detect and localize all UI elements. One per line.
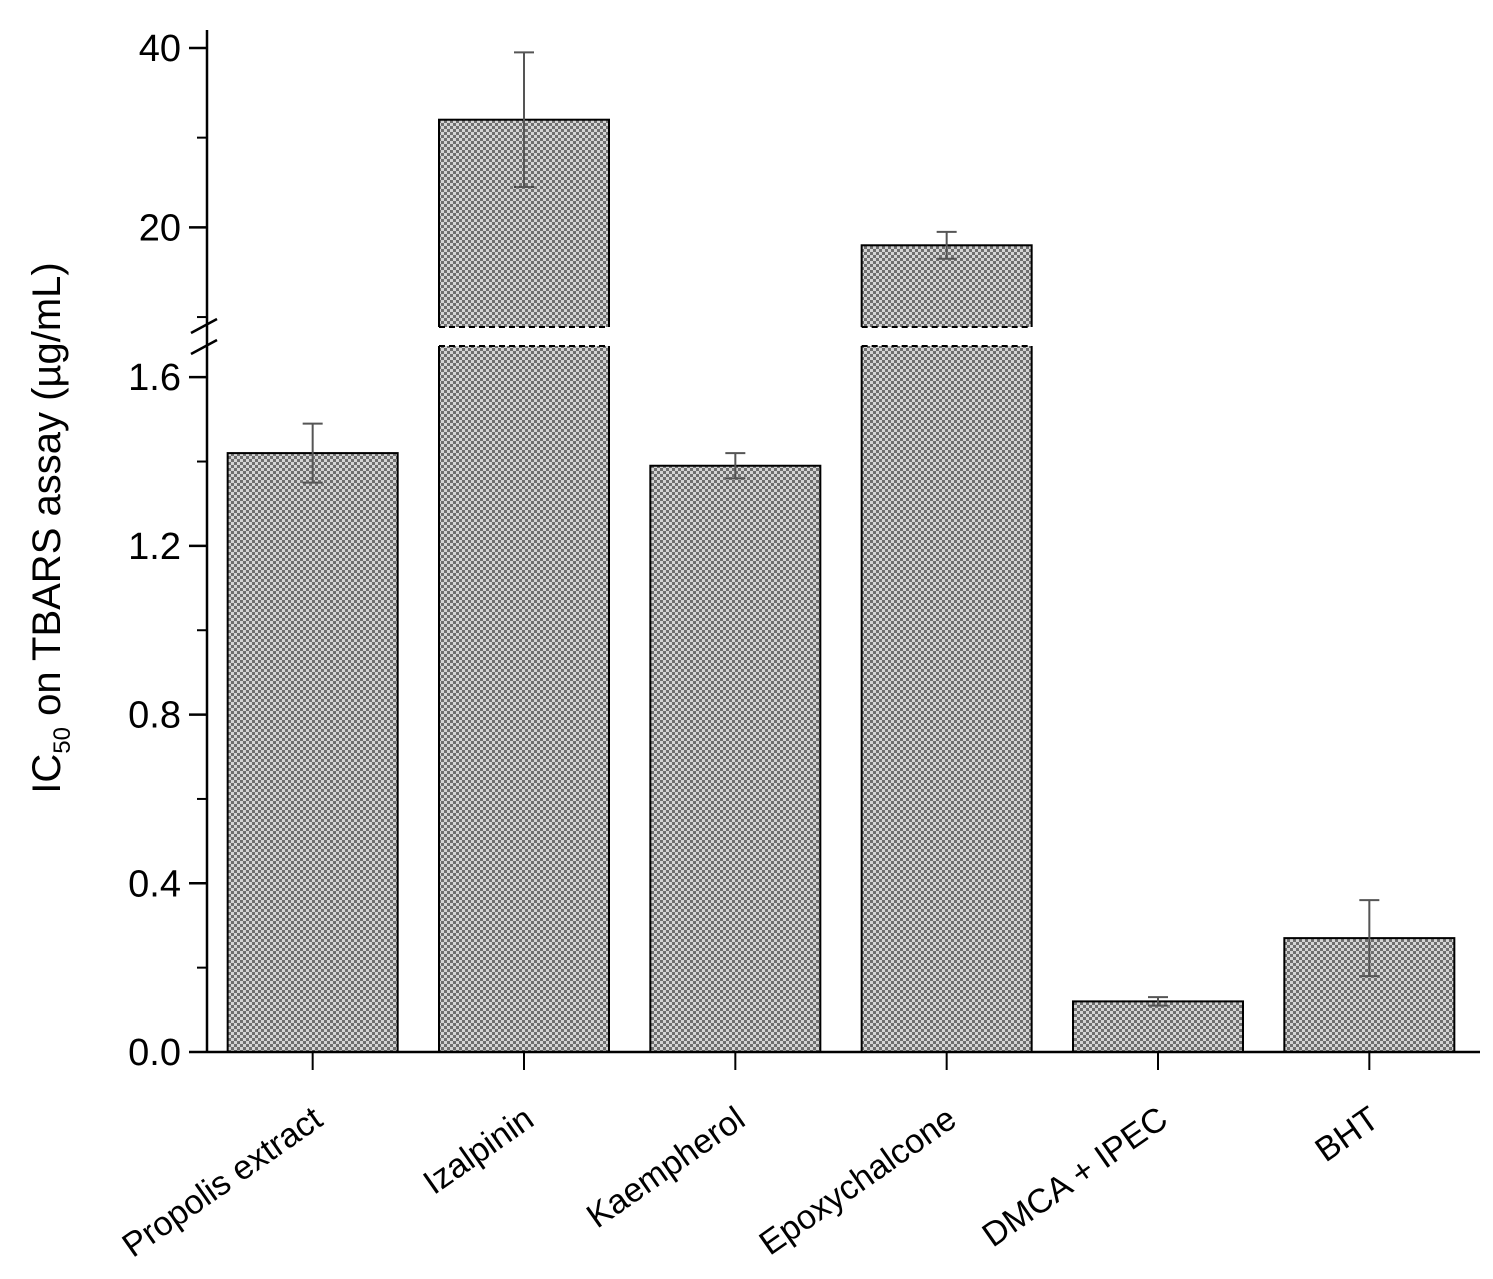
- break-slash-top: [190, 317, 218, 335]
- x-tick-label-3: Epoxychalcone: [753, 1099, 964, 1262]
- axis-break: [190, 317, 1479, 356]
- y-tick-label-upper-1: 40: [139, 28, 181, 70]
- bar-1: [438, 118, 610, 1054]
- x-tick-label-0: Propolis extract: [116, 1099, 330, 1265]
- x-tick-label-4: DMCA + IPEC: [976, 1099, 1175, 1254]
- y-tick-label-lower-0: 0.0: [128, 1032, 181, 1074]
- x-tick-label-2: Kaempherol: [580, 1099, 752, 1235]
- y-tick-label-lower-2: 0.8: [128, 695, 181, 737]
- y-tick-label-lower-4: 1.6: [128, 357, 181, 399]
- bar-3: [860, 244, 1033, 1053]
- y-axis-title: IC50 on TBARS assay (µg/mL): [25, 262, 76, 793]
- y-tick-label-lower-3: 1.2: [128, 526, 181, 568]
- y-tick-label-lower-1: 0.4: [128, 863, 181, 905]
- x-tick-label-5: BHT: [1308, 1099, 1385, 1169]
- axis-break-gap: [203, 327, 1479, 346]
- bar-0: [226, 452, 399, 1053]
- y-tick-label-upper-0: 20: [139, 207, 181, 249]
- break-slash-bottom: [190, 338, 218, 356]
- x-tick-label-1: Izalpinin: [417, 1099, 541, 1202]
- axes-layer: [205, 30, 1480, 1054]
- bar-4: [1072, 1000, 1244, 1054]
- bars-layer: [226, 51, 1456, 1054]
- bar-2: [649, 464, 822, 1053]
